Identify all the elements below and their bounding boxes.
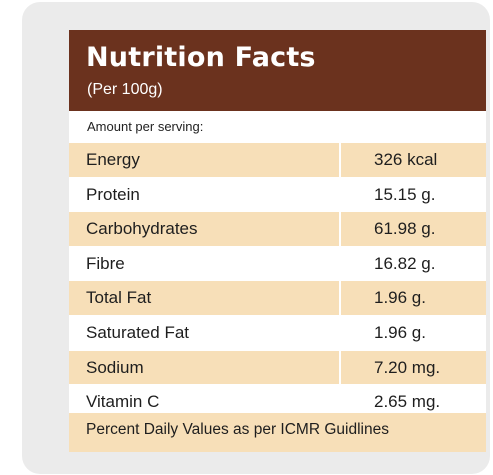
nutrient-name: Sodium — [86, 357, 144, 377]
nutrient-value: 16.82 g. — [374, 253, 436, 273]
nutrient-name: Energy — [86, 150, 140, 169]
serving-basis: (Per 100g) — [87, 81, 163, 98]
nutrition-facts-panel: Nutrition Facts (Per 100g) Amount per se… — [69, 30, 486, 452]
nutrient-row-protein: Protein 15.15 g. — [69, 176, 486, 212]
footnote-text: Percent Daily Values as per ICMR Guidlin… — [86, 421, 389, 438]
nutrition-title: Nutrition Facts — [86, 42, 316, 73]
nutrient-row-sodium: Sodium 7.20 mg. — [69, 349, 486, 385]
nutrient-row-saturated-fat: Saturated Fat 1.96 g. — [69, 314, 486, 350]
nutrient-row-energy: Energy 326 kcal — [69, 142, 486, 177]
nutrient-name: Carbohydrates — [86, 219, 198, 239]
daily-values-footnote: Percent Daily Values as per ICMR Guidlin… — [69, 413, 486, 452]
amount-per-serving-label: Amount per serving: — [87, 119, 204, 134]
nutrient-row-total-fat: Total Fat 1.96 g. — [69, 280, 486, 315]
nutrient-table: Energy 326 kcal Protein 15.15 g. Carbohy… — [69, 142, 486, 419]
nutrient-value: 15.15 g. — [374, 184, 436, 204]
nutrient-value: 1.96 g. — [374, 288, 426, 308]
nutrient-value: 326 kcal — [374, 150, 438, 169]
nutrient-value: 7.20 mg. — [374, 357, 441, 377]
nutrient-row-fibre: Fibre 16.82 g. — [69, 245, 486, 281]
nutrient-name: Vitamin C — [86, 392, 160, 412]
nutrient-name: Total Fat — [86, 288, 152, 308]
nutrient-value: 1.96 g. — [374, 322, 426, 342]
nutrient-name: Saturated Fat — [86, 322, 190, 342]
nutrition-card: Nutrition Facts (Per 100g) Amount per se… — [22, 2, 490, 474]
nutrition-header: Nutrition Facts (Per 100g) — [69, 30, 486, 111]
nutrient-value: 61.98 g. — [374, 219, 436, 239]
nutrient-name: Protein — [86, 184, 140, 204]
nutrient-row-carbohydrates: Carbohydrates 61.98 g. — [69, 211, 486, 246]
nutrient-value: 2.65 mg. — [374, 392, 441, 412]
nutrient-name: Fibre — [86, 253, 125, 273]
